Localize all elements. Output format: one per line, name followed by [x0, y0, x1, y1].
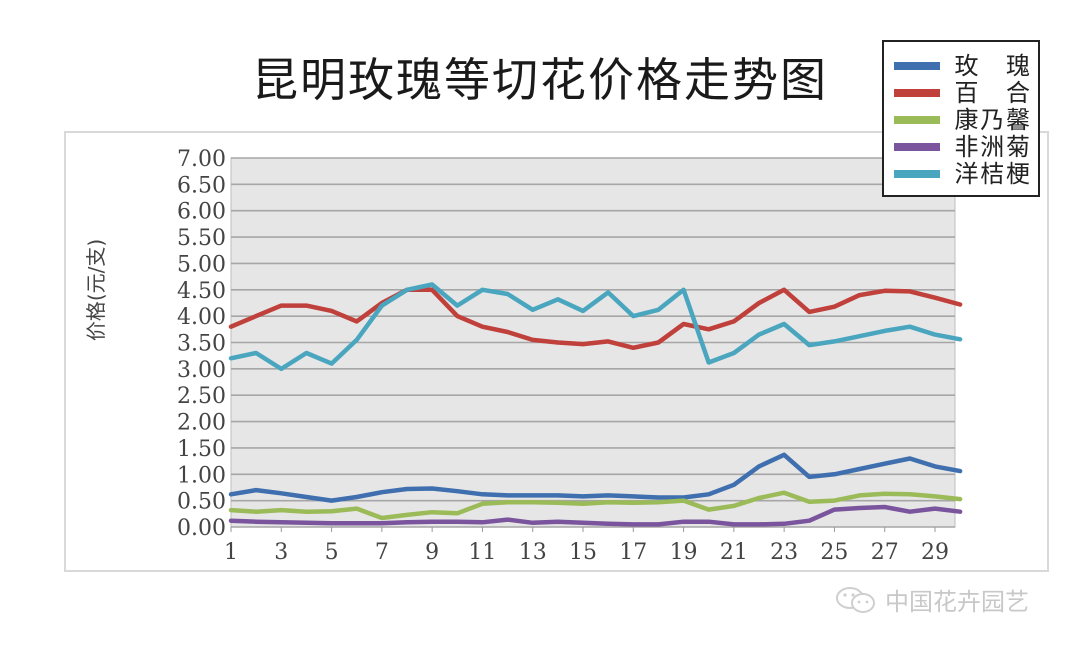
- svg-text:3.50: 3.50: [177, 332, 226, 357]
- legend-label: 洋桔梗: [954, 159, 1030, 188]
- svg-text:27: 27: [871, 540, 899, 565]
- svg-text:13: 13: [519, 540, 547, 565]
- series-line: [228, 282, 963, 372]
- svg-text:9: 9: [425, 540, 439, 565]
- svg-text:6.50: 6.50: [177, 173, 226, 198]
- legend-swatch-carnation: [894, 115, 941, 124]
- series-line: [228, 452, 963, 503]
- svg-text:7.00: 7.00: [177, 147, 226, 172]
- svg-text:3.00: 3.00: [177, 358, 226, 383]
- x-axis-ticks: 1 3 5 7 9 11 13 15 17 19 21 23 25 27 29: [224, 527, 949, 565]
- watermark-text: 中国花卉园艺: [885, 588, 1029, 616]
- legend-item-rose: 玫 瑰: [894, 52, 1030, 79]
- series-line: [228, 504, 963, 527]
- series-line: [228, 490, 963, 521]
- svg-text:5: 5: [325, 540, 339, 565]
- legend-item-lily: 百 合: [894, 79, 1030, 106]
- svg-text:19: 19: [670, 540, 698, 565]
- legend-item-gerbera: 非洲菊: [894, 133, 1030, 160]
- svg-text:11: 11: [468, 540, 496, 565]
- svg-text:0.50: 0.50: [177, 490, 226, 515]
- legend-item-carnation: 康乃馨: [894, 106, 1030, 133]
- legend-swatch-gerbera: [894, 142, 941, 151]
- svg-text:0.00: 0.00: [177, 516, 226, 541]
- legend-swatch-rose: [894, 61, 941, 70]
- y-axis-ticks: 0.000.501.001.502.002.503.003.504.004.50…: [177, 147, 226, 541]
- svg-text:6.00: 6.00: [177, 200, 226, 225]
- svg-text:1: 1: [224, 540, 238, 565]
- svg-text:2.00: 2.00: [177, 411, 226, 436]
- y-axis-label: 价格(元/支): [84, 239, 108, 341]
- legend-swatch-lily: [894, 88, 941, 97]
- data-series: [228, 282, 963, 527]
- svg-text:15: 15: [569, 540, 597, 565]
- legend-label: 百 合: [954, 78, 1030, 107]
- svg-text:7: 7: [375, 540, 389, 565]
- svg-text:5.00: 5.00: [177, 252, 226, 277]
- series-line: [228, 287, 963, 351]
- svg-text:1.00: 1.00: [177, 463, 226, 488]
- legend-swatch-eustoma: [894, 169, 941, 178]
- chart-legend: 玫 瑰 百 合 康乃馨 非洲菊 洋桔梗: [882, 40, 1040, 197]
- svg-text:25: 25: [820, 540, 848, 565]
- svg-text:4.50: 4.50: [177, 279, 226, 304]
- legend-label: 康乃馨: [954, 105, 1030, 134]
- legend-label: 玫 瑰: [954, 51, 1030, 80]
- svg-text:29: 29: [921, 540, 949, 565]
- svg-text:4.00: 4.00: [177, 305, 226, 330]
- svg-text:3: 3: [274, 540, 288, 565]
- svg-text:17: 17: [619, 540, 647, 565]
- svg-text:1.50: 1.50: [177, 437, 226, 462]
- watermark: 中国花卉园艺: [835, 582, 1029, 617]
- svg-text:2.50: 2.50: [177, 384, 226, 409]
- svg-text:21: 21: [720, 540, 748, 565]
- legend-label: 非洲菊: [954, 132, 1030, 161]
- chart-title: 昆明玫瑰等切花价格走势图: [252, 53, 828, 107]
- svg-text:5.50: 5.50: [177, 226, 226, 251]
- svg-text:23: 23: [770, 540, 798, 565]
- legend-item-eustoma: 洋桔梗: [894, 160, 1030, 187]
- wechat-icon: [836, 586, 875, 613]
